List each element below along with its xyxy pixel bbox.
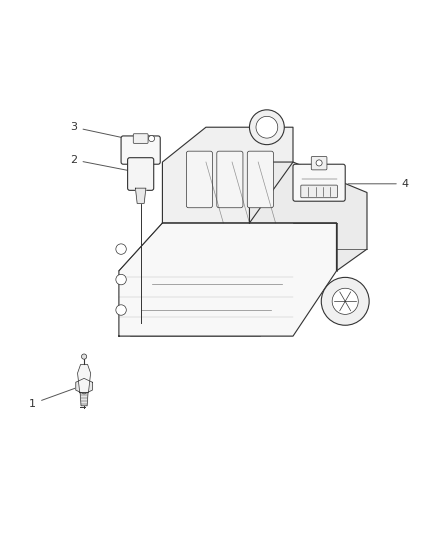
Circle shape xyxy=(321,277,369,325)
Circle shape xyxy=(256,116,278,138)
Circle shape xyxy=(81,354,87,359)
Polygon shape xyxy=(76,378,92,394)
FancyBboxPatch shape xyxy=(247,151,273,208)
Polygon shape xyxy=(80,393,88,406)
FancyBboxPatch shape xyxy=(301,185,337,198)
FancyBboxPatch shape xyxy=(186,151,212,208)
FancyBboxPatch shape xyxy=(293,164,345,201)
Polygon shape xyxy=(78,365,91,393)
Polygon shape xyxy=(119,223,336,336)
FancyBboxPatch shape xyxy=(133,134,148,143)
Circle shape xyxy=(250,110,284,144)
Circle shape xyxy=(316,160,322,166)
Circle shape xyxy=(116,244,126,254)
Text: 4: 4 xyxy=(348,179,409,189)
Circle shape xyxy=(116,274,126,285)
FancyBboxPatch shape xyxy=(311,156,327,170)
Text: 2: 2 xyxy=(71,155,149,175)
Polygon shape xyxy=(250,162,367,271)
Text: 1: 1 xyxy=(29,383,90,409)
FancyBboxPatch shape xyxy=(121,136,160,164)
Polygon shape xyxy=(162,127,293,223)
Circle shape xyxy=(332,288,358,314)
FancyBboxPatch shape xyxy=(127,158,154,190)
Polygon shape xyxy=(135,188,146,204)
Circle shape xyxy=(116,305,126,315)
FancyBboxPatch shape xyxy=(217,151,243,208)
Text: 3: 3 xyxy=(71,122,142,142)
Circle shape xyxy=(148,135,155,142)
